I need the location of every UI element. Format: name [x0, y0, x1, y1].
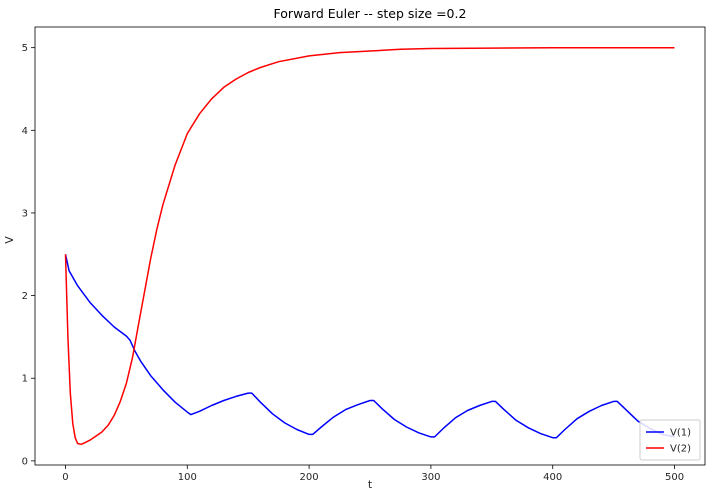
plot-frame [34, 26, 706, 466]
y-tick-label: 1 [22, 374, 28, 385]
y-tick-label: 0 [22, 456, 28, 467]
y-tick-label: 5 [22, 43, 28, 54]
x-axis-label: t [368, 478, 373, 491]
legend-label: V(2) [670, 444, 691, 455]
y-tick-label: 2 [22, 291, 28, 302]
x-axis-ticks: 0 100 200 300 400 500 [62, 465, 684, 483]
x-tick-label: 500 [665, 472, 684, 483]
legend-box [639, 419, 701, 461]
x-tick-label: 200 [300, 472, 319, 483]
y-tick-label: 4 [22, 126, 28, 137]
series-layer [64, 46, 675, 446]
y-axis-label: V [3, 236, 16, 244]
legend: V(1) V(2) [639, 419, 701, 461]
plot-area [34, 26, 706, 466]
x-tick-label: 300 [421, 472, 440, 483]
x-tick-label: 400 [543, 472, 562, 483]
y-axis-ticks: 0 1 2 3 4 5 [22, 43, 35, 467]
series-line-2 [64, 46, 675, 446]
legend-label: V(1) [670, 428, 691, 439]
x-tick-label: 0 [62, 472, 68, 483]
y-tick-label: 3 [22, 208, 28, 219]
chart-title: Forward Euler -- step size =0.2 [274, 6, 467, 21]
x-tick-label: 100 [178, 472, 197, 483]
series-line-1 [64, 254, 675, 439]
